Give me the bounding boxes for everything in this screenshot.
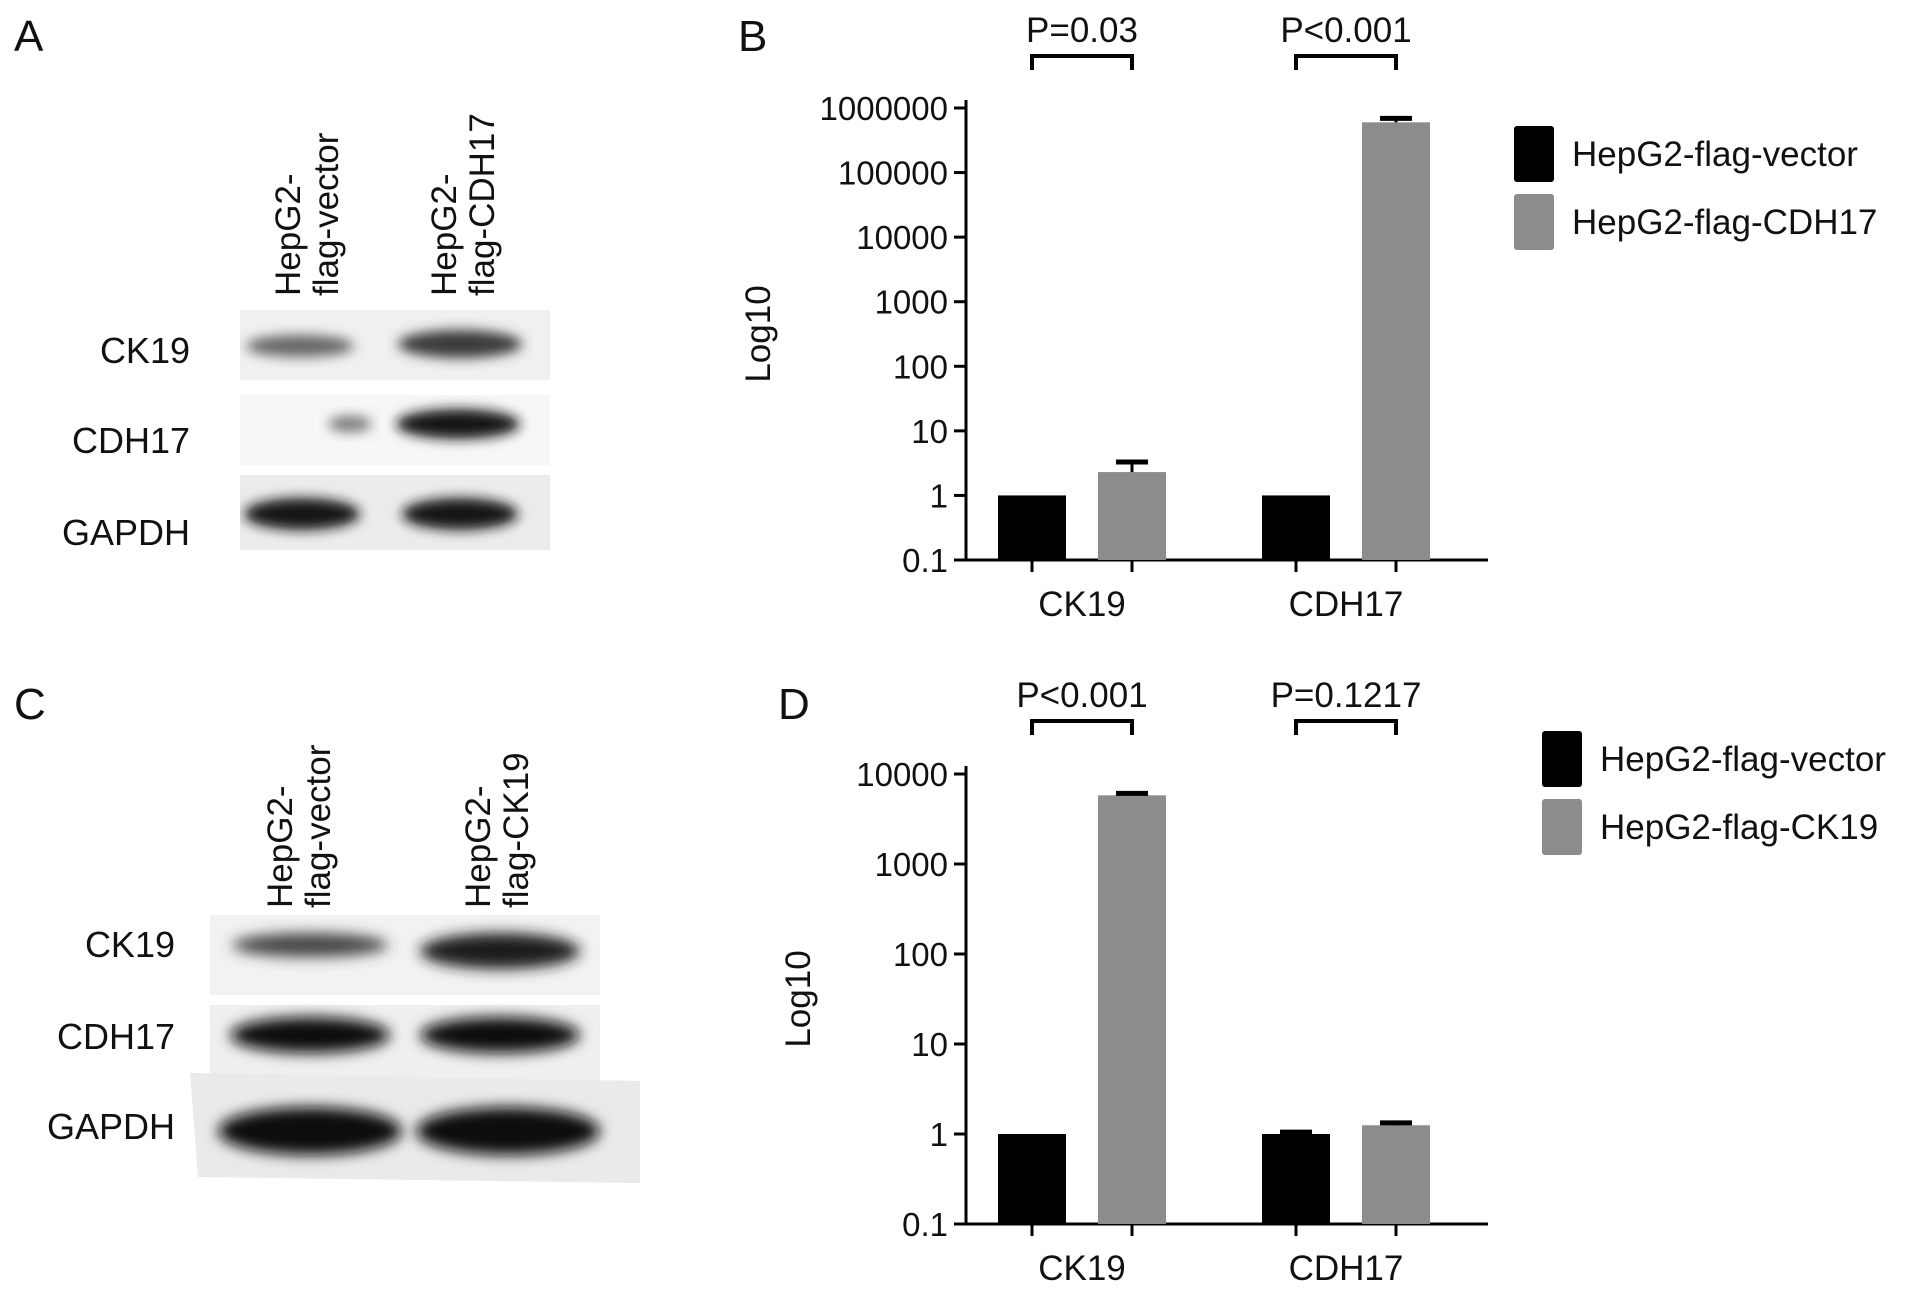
y-tick-label: 100 — [893, 348, 948, 385]
x-tick-label: CDH17 — [1289, 585, 1404, 624]
bar — [1098, 795, 1166, 1224]
y-tick-label: 10 — [911, 413, 948, 450]
protein-label-cdh17: CDH17 — [71, 420, 190, 461]
protein-label-gapdh: GAPDH — [46, 1106, 175, 1147]
legend-label: HepG2-flag-vector — [1572, 135, 1858, 174]
band-ck19-vector — [232, 933, 388, 957]
legend-swatch — [1514, 126, 1554, 182]
band-gapdh-cdh17 — [402, 498, 518, 530]
bar — [998, 1134, 1066, 1224]
protein-label-ck19: CK19 — [84, 924, 175, 965]
y-tick-label: 10000 — [856, 219, 948, 256]
band-ck19-vector — [246, 335, 354, 357]
band-ck19-cdh17 — [398, 330, 522, 358]
band-cdh17-ck19 — [420, 1017, 580, 1053]
p-value-label: P<0.001 — [1280, 11, 1411, 50]
p-value-label: P<0.001 — [1016, 676, 1147, 715]
blot-image-c — [190, 915, 640, 1183]
y-axis-label: Log10 — [739, 285, 778, 382]
legend-label: HepG2-flag-CK19 — [1600, 808, 1878, 847]
band-cdh17-vector — [328, 416, 372, 432]
y-tick-label: 1000 — [875, 846, 948, 883]
bar — [1098, 472, 1166, 560]
band-gapdh-vector — [218, 1107, 402, 1155]
protein-label-gapdh: GAPDH — [61, 512, 190, 553]
legend-swatch — [1542, 799, 1582, 855]
band-cdh17-cdh17 — [396, 409, 520, 439]
y-tick-label: 1000000 — [820, 90, 948, 127]
bar — [998, 495, 1066, 560]
band-gapdh-vector — [244, 498, 360, 530]
y-tick-label: 0.1 — [902, 542, 948, 579]
y-axis-label: Log10 — [779, 950, 818, 1047]
bar — [1262, 495, 1330, 560]
y-tick-label: 1000 — [875, 284, 948, 321]
panel-letter-d: D — [778, 680, 810, 729]
x-tick-label: CK19 — [1038, 585, 1126, 624]
y-tick-label: 10 — [911, 1026, 948, 1063]
bar-chart-d: 0.1 1 10 100 1000 10000 Log10 CK19 P<0.001 CDH17 P… — [779, 676, 1886, 1288]
legend-label: HepG2-flag-vector — [1600, 740, 1886, 779]
protein-label-cdh17: CDH17 — [56, 1016, 175, 1057]
bar-chart-b: 0.1 1 10 100 1000 10000 100000 1000000 Log10 CK19… — [739, 11, 1877, 624]
band-cdh17-vector — [230, 1017, 390, 1053]
panel-letter-c: C — [14, 680, 46, 729]
y-tick-label: 10000 — [856, 756, 948, 793]
membrane-strip — [190, 1073, 640, 1183]
x-tick-label: CDH17 — [1289, 1249, 1404, 1288]
legend-label: HepG2-flag-CDH17 — [1572, 203, 1877, 242]
protein-label-ck19: CK19 — [99, 330, 190, 371]
p-value-label: P=0.1217 — [1271, 676, 1422, 715]
significance-bracket — [1030, 54, 1134, 70]
bar — [1362, 122, 1430, 561]
panel-letter-b: B — [738, 12, 768, 61]
legend-swatch — [1542, 731, 1582, 787]
bar — [1362, 1125, 1430, 1224]
y-tick-label: 0.1 — [902, 1206, 948, 1243]
y-tick-label: 1 — [930, 1116, 948, 1153]
bar — [1262, 1134, 1330, 1224]
band-gapdh-ck19 — [416, 1107, 600, 1155]
y-tick-label: 100 — [893, 936, 948, 973]
blot-image-a — [240, 310, 550, 550]
y-tick-label: 1 — [930, 477, 948, 514]
panel-letter-a: A — [14, 12, 44, 61]
p-value-label: P=0.03 — [1026, 11, 1138, 50]
legend-swatch — [1514, 194, 1554, 250]
significance-bracket — [1294, 719, 1398, 735]
significance-bracket — [1294, 54, 1398, 70]
y-tick-label: 100000 — [838, 155, 948, 192]
significance-bracket — [1030, 719, 1134, 735]
x-tick-label: CK19 — [1038, 1249, 1126, 1288]
band-ck19-ck19 — [420, 933, 580, 969]
